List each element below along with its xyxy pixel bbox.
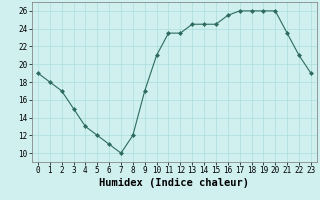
X-axis label: Humidex (Indice chaleur): Humidex (Indice chaleur)	[100, 178, 249, 188]
